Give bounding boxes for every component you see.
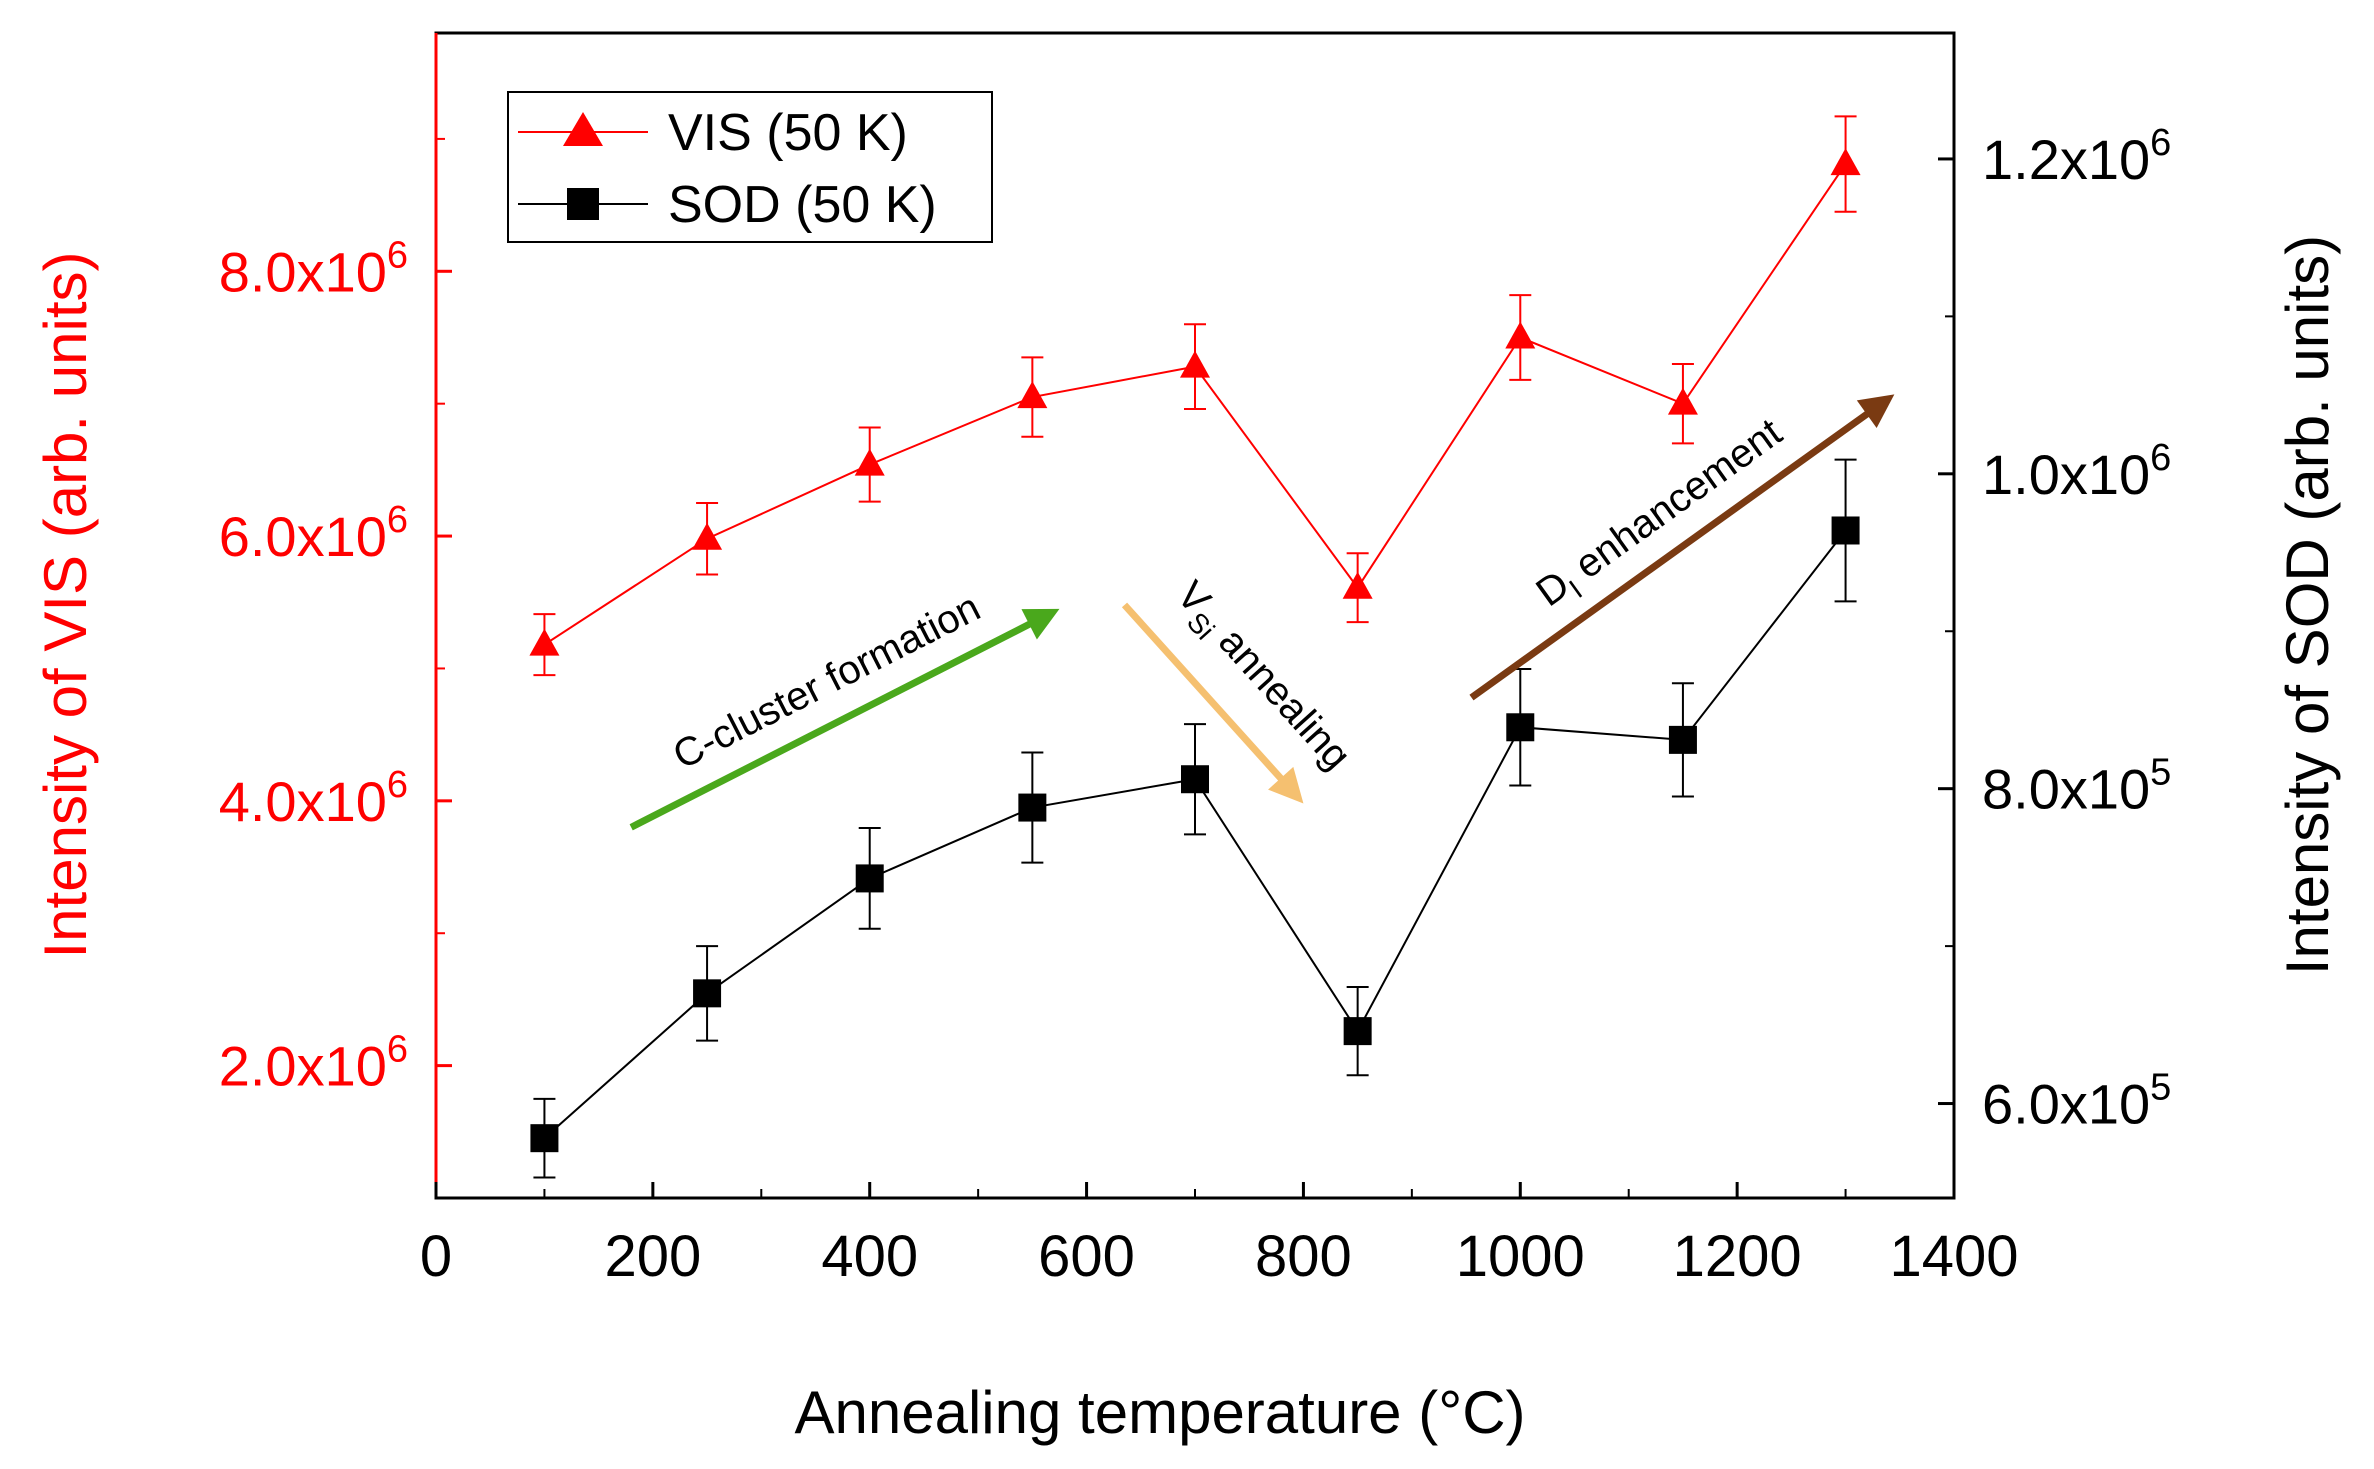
x-tick-label: 600 [1038,1224,1135,1289]
y-tick-label: 1.2x106 [1982,122,2171,191]
data-point-vis [529,628,560,656]
y-axis-left: 2.0x106 4.0x106 6.0x106 8.0x106 [219,137,452,1098]
y-tick-label: 6.0x105 [1982,1067,2171,1136]
annotation-di-label: DI enhancement [1528,410,1794,621]
legend-vis-marker [563,112,603,146]
y-tick-label: 2.0x106 [219,1029,408,1098]
legend-sod-label: SOD (50 K) [668,176,937,234]
y-tick-label: 1.0x106 [1982,437,2171,506]
x-tick-label: 0 [420,1224,452,1289]
data-point-vis [1667,387,1698,415]
data-point-vis [1017,381,1048,409]
x-tick-label: 1000 [1456,1224,1585,1289]
x-tick-label: 200 [604,1224,701,1289]
y-tick-label: 8.0x106 [219,234,408,303]
legend-sod-marker [567,188,599,220]
data-point-sod [693,979,722,1008]
y-tick-label: 4.0x106 [219,764,408,833]
data-point-sod [530,1124,559,1153]
data-point-sod [1506,713,1535,742]
data-point-sod [1668,725,1697,754]
arrowhead-c-cluster [1021,608,1060,640]
arrow-c-cluster [629,620,1033,831]
arrow-vsi [1121,602,1285,783]
data-point-sod [1181,765,1209,794]
data-point-vis [692,522,723,550]
x-tick-label: 1400 [1889,1224,2018,1289]
data-point-sod [1343,1017,1372,1046]
arrowhead-vsi [1268,766,1304,804]
data-point-sod [1018,793,1047,822]
x-tick-label: 1200 [1673,1224,1802,1289]
data-point-vis [1505,321,1536,349]
x-axis-title: Annealing temperature (°C) [794,1379,1525,1446]
y-tick-label: 6.0x106 [219,499,408,568]
legend-vis-label: VIS (50 K) [668,104,908,162]
data-point-vis [1180,350,1210,378]
x-tick-label: 800 [1255,1224,1352,1289]
y-tick-label: 8.0x105 [1982,752,2171,821]
x-tick-label: 400 [821,1224,918,1289]
y-axis-right-title: Intensity of SOD (arb. units) [2274,235,2341,975]
data-point-vis [1342,571,1373,599]
arrowhead-di [1856,394,1895,429]
annotation-c-cluster-label: C-cluster formation [666,585,987,778]
legend: VIS (50 K) SOD (50 K) [507,91,993,243]
series-sod [530,458,1860,1179]
y-axis-left-title: Intensity of VIS (arb. units) [32,252,99,959]
data-point-vis [854,448,885,476]
data-point-sod [1831,516,1860,545]
data-point-sod [855,864,884,893]
y-axis-right: 6.0x105 8.0x105 1.0x106 1.2x106 [1938,122,2171,1136]
data-point-vis [1830,148,1861,176]
arrow-di [1469,410,1871,701]
series-vis [529,115,1861,677]
x-axis: 0 200 400 600 800 1000 1200 1400 [420,1182,2019,1289]
